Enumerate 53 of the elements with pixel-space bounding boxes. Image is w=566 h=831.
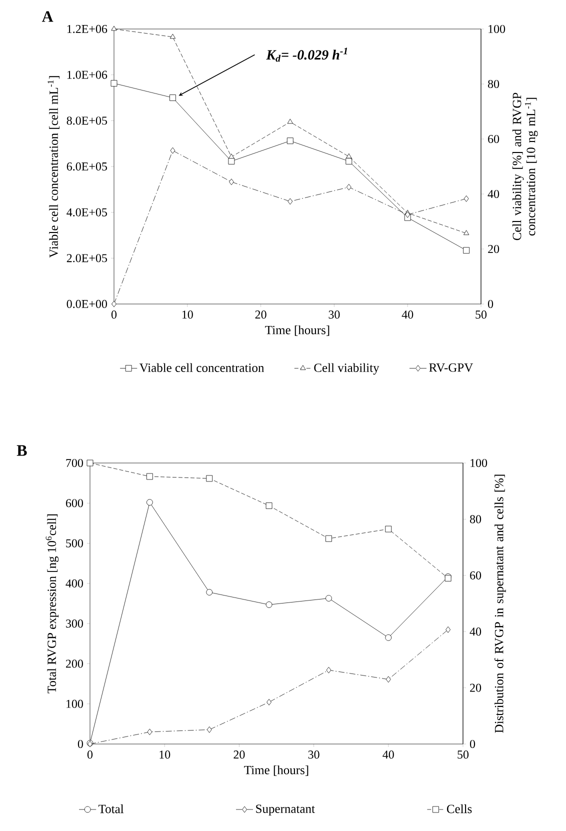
- x-axis-title: Time [hours]: [265, 325, 330, 336]
- x-tick-label: 10: [160, 750, 170, 759]
- x-tick-label: 20: [255, 310, 266, 319]
- y2-tick-label: 20: [470, 684, 482, 692]
- y-tick-label: 1.0E+06: [67, 70, 108, 79]
- y-tick-label: 500: [66, 539, 83, 548]
- y-tick-label: 400: [66, 579, 83, 588]
- y-tick-label: 0: [78, 740, 84, 748]
- y2-axis-title: Cell viability [%] and RVGP concentration [10 ng mL$^{-1}$]: [512, 92, 538, 240]
- y2-tick-label: 80: [488, 80, 500, 88]
- y-axis-title: Viable cell concentration [cell mL$^{-1}$]: [48, 76, 60, 258]
- y-tick-label: 700: [66, 458, 83, 468]
- legend-label: Total: [98, 804, 124, 814]
- y-tick-label: 8.0E+05: [66, 116, 108, 125]
- legend-label: RV-GPV: [429, 363, 474, 372]
- x-tick-label: 30: [328, 310, 340, 319]
- x-tick-label: 0: [111, 310, 117, 319]
- annotation: K$_{d}$= -0.029 h$^{-1}$: [266, 48, 348, 62]
- chart-title: B: [16, 445, 27, 456]
- y-tick-label: 0.0E+00: [66, 300, 108, 308]
- x-tick-label: 20: [234, 750, 245, 759]
- y2-tick-label: 40: [488, 190, 500, 198]
- x-tick-label: 50: [476, 310, 487, 319]
- y2-axis-title: Distribution of RVGP in supernatant and cells [%]: [494, 474, 506, 733]
- legend-label: Viable cell concentration: [139, 363, 264, 372]
- chart-title: A: [42, 11, 54, 22]
- y-tick-label: 300: [66, 620, 83, 628]
- legend-label: Supernatant: [256, 804, 315, 816]
- y-tick-label: 1.2E+06: [67, 24, 108, 34]
- y-tick-label: 2.0E+05: [66, 254, 108, 262]
- x-axis-title: Time [hours]: [244, 765, 308, 776]
- y2-tick-label: 100: [470, 458, 488, 468]
- y2-tick-label: 0: [470, 740, 476, 748]
- y-axis-title: Total RVGP expression [ng 10$^{6}$cell]: [46, 514, 59, 694]
- y-tick-label: 6.0E+05: [66, 162, 108, 171]
- x-tick-label: 50: [458, 750, 469, 759]
- y2-tick-label: 20: [488, 244, 500, 254]
- legend-label: Cells: [446, 804, 472, 814]
- x-tick-label: 40: [382, 750, 394, 759]
- y2-tick-label: 0: [488, 300, 494, 308]
- x-tick-label: 40: [402, 310, 414, 319]
- y-tick-label: 200: [66, 660, 83, 668]
- y-tick-label: 100: [66, 700, 83, 708]
- y2-tick-label: 60: [470, 571, 482, 580]
- x-tick-label: 30: [308, 750, 320, 759]
- y2-tick-label: 100: [488, 24, 506, 34]
- y-tick-label: 600: [66, 499, 83, 508]
- y-tick-label: 4.0E+05: [66, 208, 108, 216]
- legend-label: Cell viability: [314, 363, 380, 375]
- x-tick-label: 10: [182, 310, 193, 319]
- y2-tick-label: 40: [470, 628, 482, 636]
- y2-tick-label: 60: [488, 134, 500, 144]
- y2-tick-label: 80: [470, 515, 482, 524]
